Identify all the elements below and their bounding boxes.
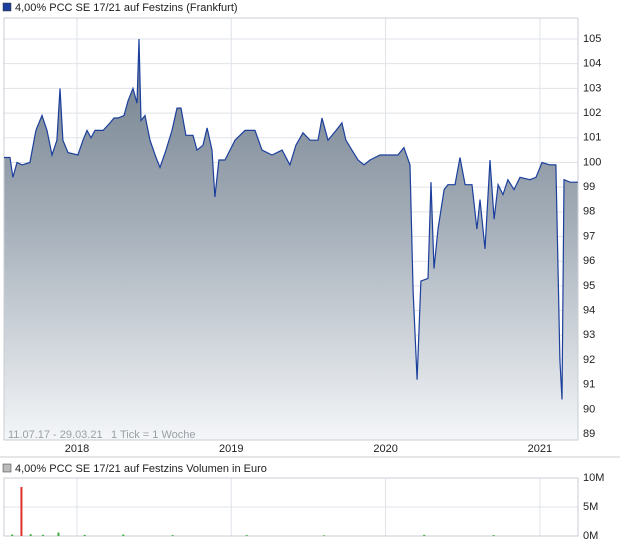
- plot-frame: [3, 477, 579, 537]
- volume-bar: [492, 535, 495, 536]
- volume-bar: [11, 534, 14, 536]
- y-tick-label: 100: [583, 156, 601, 168]
- y-tick-label: 98: [583, 206, 595, 218]
- y-tick-label: 5M: [583, 501, 598, 513]
- y-tick-label: 93: [583, 329, 595, 341]
- volume-bar: [322, 535, 325, 536]
- y-tick-label: 94: [583, 305, 595, 317]
- price-line: [4, 38, 578, 400]
- y-tick-label: 102: [583, 107, 601, 119]
- plot-frame: [3, 17, 579, 441]
- x-tick-label: 2020: [373, 443, 397, 455]
- y-tick-label: 91: [583, 379, 595, 391]
- x-tick-label: 2021: [528, 443, 552, 455]
- y-tick-label: 104: [583, 58, 601, 70]
- tick-note: 1 Tick = 1 Woche: [111, 429, 195, 441]
- y-tick-label: 96: [583, 255, 595, 267]
- x-tick-label: 2018: [65, 443, 89, 455]
- y-tick-label: 0M: [583, 530, 598, 542]
- price-area: [4, 39, 578, 440]
- y-tick-label: 10M: [583, 472, 604, 484]
- y-tick-label: 97: [583, 230, 595, 242]
- chart-title: 4,00% PCC SE 17/21 auf Festzins (Frankfu…: [15, 2, 238, 14]
- volume-bar: [29, 534, 32, 536]
- volume-bar: [42, 534, 45, 536]
- volume-bar: [423, 534, 426, 536]
- y-tick-label: 101: [583, 132, 601, 144]
- volume-title: 4,00% PCC SE 17/21 auf Festzins Volumen …: [15, 463, 267, 475]
- y-tick-label: 105: [583, 33, 601, 45]
- x-tick-label: 2019: [219, 443, 243, 455]
- y-tick-label: 95: [583, 280, 595, 292]
- y-tick-label: 90: [583, 403, 595, 415]
- volume-bar: [20, 486, 23, 536]
- range-note: 11.07.17 - 29.03.21: [8, 429, 103, 441]
- y-tick-label: 103: [583, 82, 601, 94]
- volume-bar: [83, 534, 86, 536]
- legend-swatch: [2, 2, 12, 12]
- volume-bar: [57, 532, 60, 536]
- legend-swatch: [2, 463, 12, 473]
- y-tick-label: 99: [583, 181, 595, 193]
- volume-bar: [122, 534, 125, 536]
- y-tick-label: 92: [583, 354, 595, 366]
- volume-bar: [171, 535, 174, 536]
- y-tick-label: 89: [583, 428, 595, 440]
- volume-bar: [245, 535, 248, 536]
